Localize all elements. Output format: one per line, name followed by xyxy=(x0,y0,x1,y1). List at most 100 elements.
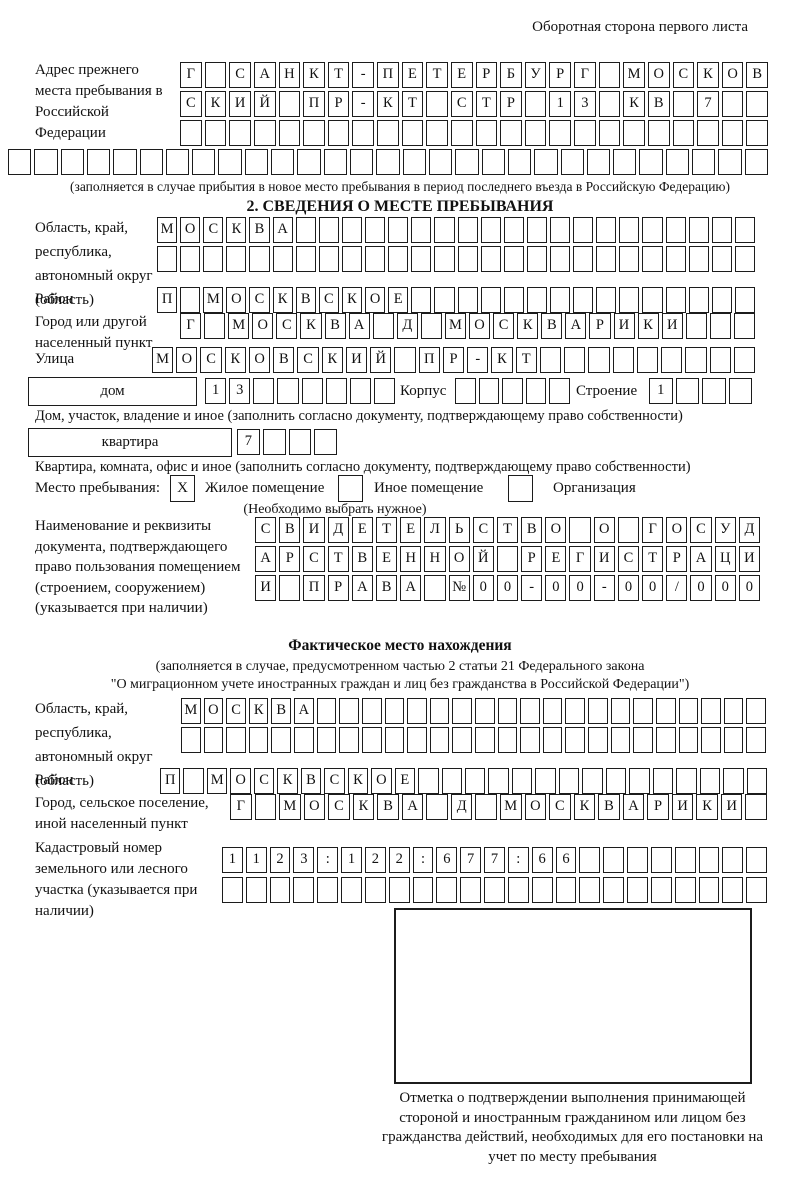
char-cell[interactable]: 2 xyxy=(269,847,291,873)
char-cell[interactable]: Е xyxy=(351,517,373,543)
char-cell[interactable]: И xyxy=(255,575,277,601)
char-cell[interactable] xyxy=(407,727,427,753)
char-cell[interactable]: 1 xyxy=(205,378,227,404)
char-cell[interactable]: - xyxy=(593,575,615,601)
char-cell[interactable]: Г xyxy=(180,313,202,339)
char-cell[interactable]: 0 xyxy=(714,575,736,601)
char-cell[interactable] xyxy=(665,287,686,313)
char-cell[interactable]: 0 xyxy=(569,575,591,601)
char-cell[interactable]: С xyxy=(303,546,325,572)
char-cell[interactable]: 1 xyxy=(222,847,243,873)
char-cell[interactable]: Т xyxy=(401,91,424,117)
char-cell[interactable] xyxy=(269,877,291,903)
char-cell[interactable] xyxy=(426,120,448,146)
char-cell[interactable] xyxy=(655,698,676,724)
char-cell[interactable] xyxy=(226,246,247,272)
char-cell[interactable] xyxy=(301,378,323,404)
char-cell[interactable]: М xyxy=(157,217,178,243)
char-cell[interactable]: Т xyxy=(496,517,519,543)
char-cell[interactable] xyxy=(688,246,709,272)
char-cell[interactable]: П xyxy=(157,287,178,313)
char-cell[interactable] xyxy=(746,847,767,873)
char-cell[interactable] xyxy=(598,62,621,88)
char-cell[interactable]: О xyxy=(226,287,247,313)
char-cell[interactable] xyxy=(424,575,446,601)
char-cell[interactable] xyxy=(555,877,577,903)
char-cell[interactable] xyxy=(507,149,532,175)
char-cell[interactable]: - xyxy=(467,347,489,373)
char-cell[interactable]: С xyxy=(493,313,515,339)
char-cell[interactable] xyxy=(429,698,450,724)
char-cell[interactable]: 6 xyxy=(531,847,553,873)
char-cell[interactable] xyxy=(478,378,500,404)
char-cell[interactable]: П xyxy=(160,768,181,794)
char-cell[interactable]: И xyxy=(738,546,760,572)
char-cell[interactable]: М xyxy=(203,287,224,313)
char-cell[interactable]: П xyxy=(377,62,399,88)
char-cell[interactable] xyxy=(636,347,659,373)
char-cell[interactable]: О xyxy=(303,794,326,820)
char-cell[interactable]: 3 xyxy=(293,847,315,873)
char-cell[interactable] xyxy=(746,768,767,794)
char-cell[interactable] xyxy=(565,727,586,753)
char-cell[interactable] xyxy=(674,847,696,873)
char-cell[interactable] xyxy=(526,287,547,313)
char-cell[interactable]: С xyxy=(253,768,275,794)
char-cell[interactable]: С xyxy=(328,794,350,820)
char-cell[interactable] xyxy=(377,120,399,146)
char-cell[interactable]: К xyxy=(321,347,343,373)
char-cell[interactable]: С xyxy=(203,217,224,243)
apartment-type-box[interactable]: квартира xyxy=(28,428,232,457)
char-cell[interactable] xyxy=(455,149,479,175)
char-cell[interactable]: А xyxy=(294,698,314,724)
char-cell[interactable]: С xyxy=(276,313,298,339)
char-cell[interactable]: А xyxy=(565,313,587,339)
char-cell[interactable]: - xyxy=(352,62,374,88)
char-cell[interactable] xyxy=(665,149,690,175)
char-cell[interactable] xyxy=(524,91,547,117)
char-cell[interactable]: К xyxy=(352,794,375,820)
char-cell[interactable] xyxy=(728,378,752,404)
char-cell[interactable] xyxy=(685,347,707,373)
char-cell[interactable] xyxy=(349,378,371,404)
char-cell[interactable] xyxy=(612,347,634,373)
char-cell[interactable] xyxy=(633,698,653,724)
char-cell[interactable] xyxy=(277,378,299,404)
char-cell[interactable] xyxy=(542,727,563,753)
char-cell[interactable] xyxy=(365,246,386,272)
char-cell[interactable]: С xyxy=(472,517,494,543)
char-cell[interactable]: М xyxy=(181,698,201,724)
char-cell[interactable] xyxy=(180,287,201,313)
char-cell[interactable] xyxy=(642,217,663,243)
char-cell[interactable] xyxy=(549,378,570,404)
char-cell[interactable] xyxy=(692,149,716,175)
char-cell[interactable] xyxy=(394,347,416,373)
char-cell[interactable] xyxy=(665,246,686,272)
char-cell[interactable] xyxy=(722,847,744,873)
char-cell[interactable] xyxy=(697,120,719,146)
char-cell[interactable]: Р xyxy=(647,794,669,820)
char-cell[interactable] xyxy=(655,727,676,753)
char-cell[interactable]: Е xyxy=(388,287,409,313)
char-cell[interactable] xyxy=(525,378,547,404)
char-cell[interactable]: В xyxy=(541,313,563,339)
char-cell[interactable]: 7 xyxy=(697,91,719,117)
char-cell[interactable] xyxy=(388,217,409,243)
char-cell[interactable] xyxy=(481,149,505,175)
char-cell[interactable]: 6 xyxy=(555,847,577,873)
char-cell[interactable] xyxy=(316,698,337,724)
char-cell[interactable] xyxy=(323,149,348,175)
char-cell[interactable] xyxy=(709,347,731,373)
char-cell[interactable] xyxy=(475,120,498,146)
char-cell[interactable] xyxy=(303,120,325,146)
char-cell[interactable] xyxy=(271,727,292,753)
char-cell[interactable]: В xyxy=(351,546,373,572)
char-cell[interactable]: 0 xyxy=(545,575,567,601)
char-cell[interactable]: О xyxy=(203,698,224,724)
house-type-box[interactable]: дом xyxy=(28,377,197,406)
char-cell[interactable] xyxy=(688,287,709,313)
char-cell[interactable]: С xyxy=(229,62,251,88)
char-cell[interactable] xyxy=(365,217,386,243)
char-cell[interactable] xyxy=(457,287,478,313)
char-cell[interactable]: В xyxy=(249,217,270,243)
